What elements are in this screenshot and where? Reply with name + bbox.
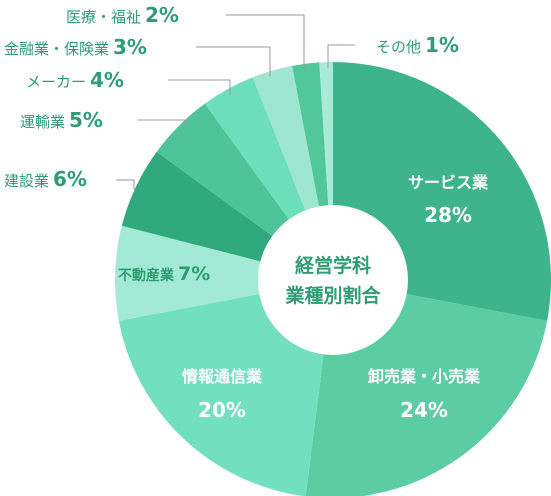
slice-value-1: 24%: [400, 398, 448, 422]
slice-label-2: 情報通信業: [182, 367, 263, 386]
slice-labels: サービス業 28% 卸売業・小売業 24% 情報通信業 20% 不動産業 7% 建設業 6% 運輸業…: [4, 3, 489, 422]
slice-label-6: メーカー 4%: [26, 68, 124, 92]
center-label-line2: 業種別割合: [284, 284, 381, 307]
slice-label-1: 卸売業・小売業: [368, 367, 481, 386]
pie-slice-2: [118, 280, 333, 496]
leader-line-6: [168, 79, 231, 95]
slice-label-3: 不動産業 7%: [118, 263, 210, 285]
leader-line-4: [116, 179, 135, 190]
slice-label-9: その他 1%: [376, 33, 459, 57]
center-hole: [258, 205, 408, 355]
leader-lines: [116, 14, 355, 190]
slice-label-0: サービス業: [408, 173, 489, 192]
slice-label-5: 運輸業 5%: [20, 108, 103, 132]
leader-line-5: [138, 119, 187, 131]
center-label-line1: 経営学科: [295, 254, 371, 277]
slice-value-2: 20%: [198, 398, 246, 422]
leader-line-9: [327, 44, 355, 69]
slice-label-7: 金融業・保険業 3%: [4, 35, 147, 59]
slice-label-4: 建設業 6%: [4, 167, 87, 191]
slice-label-8: 医療・福祉 2%: [66, 3, 179, 27]
leader-line-8: [226, 14, 305, 70]
slice-value-0: 28%: [424, 203, 472, 227]
pie-slice-3: [115, 225, 333, 321]
leader-line-7: [196, 46, 271, 77]
